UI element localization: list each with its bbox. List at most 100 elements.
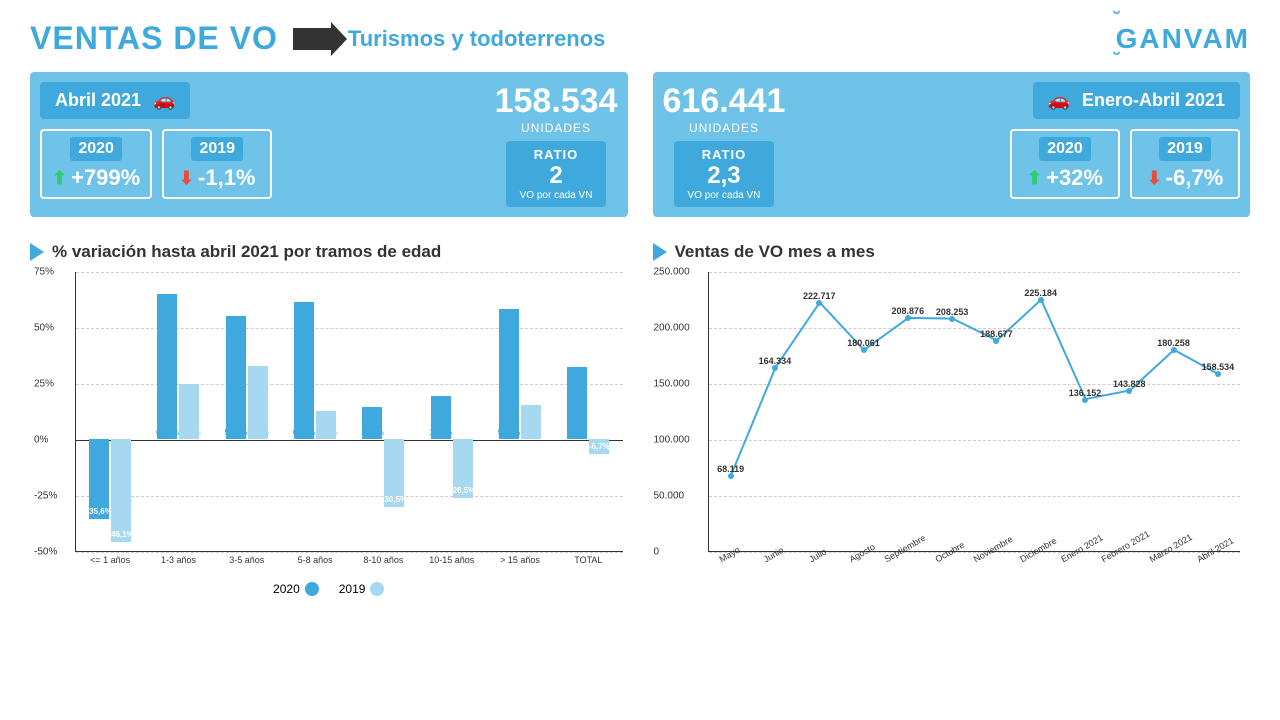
bar-value: -30,5% [382,495,407,504]
card-ytd: 616.441 UNIDADES RATIO 2,3 VO por cada V… [653,72,1251,217]
point-label: 225.184 [1024,288,1057,298]
year-label: 2020 [70,137,122,161]
bar-chart: % variación hasta abril 2021 por tramos … [30,242,628,596]
bar-group: 19,4% -26,5% [431,271,473,551]
y-tick: 0% [34,435,48,446]
ratio-box: RATIO 2 VO por cada VN [506,141,607,207]
bar-group: 14,2% -30,5% [362,271,404,551]
pct-value: ⬇-1,1% [174,165,260,191]
bar-value: 19,4% [429,428,452,437]
point-label: 222.717 [803,291,836,301]
page-subtitle: Turismos y todoterrenos [348,26,606,52]
bar-value: 58,1% [498,428,521,437]
arrow-right-icon [293,28,333,50]
y-tick: 100.000 [654,435,690,446]
ratio-sub: VO por cada VN [688,190,761,201]
year-box: 2020 ⬆+32% [1010,129,1120,199]
point-label: 180.061 [847,338,880,348]
period-label: Abril 2021 [55,90,141,111]
triangle-icon [653,243,667,261]
x-label: 5-8 años [298,555,333,565]
year-label: 2020 [1039,137,1091,161]
point-label: 180.258 [1157,338,1190,348]
bar-value: 64,7% [156,428,179,437]
bar-value: 54,8% [224,428,247,437]
ratio-label: RATIO [520,147,593,162]
ratio-box: RATIO 2,3 VO por cada VN [674,141,775,207]
y-tick: 75% [34,267,54,278]
bar-value: 32,4% [246,428,269,437]
legend-dot [305,582,319,596]
ratio-label: RATIO [688,147,761,162]
point-label: 208.253 [936,307,969,317]
year-label: 2019 [191,137,243,161]
line-chart: Ventas de VO mes a mes 0 50.000 100.000 150… [653,242,1251,596]
car-icon: 🚗 [153,90,175,111]
ratio-sub: VO por cada VN [520,190,593,201]
logo: GANVAM [1116,23,1250,55]
units-label: UNIDADES [495,121,618,135]
bar-value: 24,5% [178,428,201,437]
y-tick: 0 [654,547,660,558]
pct-value: ⬆+799% [52,165,140,191]
y-tick: 200.000 [654,323,690,334]
y-tick: 250.000 [654,267,690,278]
bar-value: 15% [523,428,539,437]
bar-value: 14,2% [361,428,384,437]
pct-value: ⬇-6,7% [1142,165,1228,191]
point-label: 136.152 [1069,388,1102,398]
bar-value: -46,1% [108,530,133,539]
x-label: 3-5 años [229,555,264,565]
point-label: 188.677 [980,329,1013,339]
year-box: 2019 ⬇-6,7% [1130,129,1240,199]
y-tick: 50% [34,323,54,334]
page-title: VENTAS DE VO [30,20,278,57]
year-box: 2019 ⬇-1,1% [162,129,272,199]
y-tick: 25% [34,379,54,390]
arrow-down-icon: ⬇ [179,168,194,189]
point-label: 158.534 [1202,362,1235,372]
x-label: TOTAL [574,555,602,565]
legend-dot [370,582,384,596]
bar-group: 32% -6,7% [567,271,609,551]
triangle-icon [30,243,44,261]
bar-value: -6,7% [589,442,610,451]
bar-group: -35,6% -46,1% [89,271,131,551]
header: VENTAS DE VO Turismos y todoterrenos GAN… [30,20,1250,57]
units-number: 616.441 [663,82,786,121]
ratio-value: 2 [520,162,593,190]
arrow-up-icon: ⬆ [1027,168,1042,189]
legend-item: 2020 [273,582,319,596]
card-april: Abril 2021 🚗 2020 ⬆+799% 2019 ⬇-1,1% 158.… [30,72,628,217]
units-label: UNIDADES [663,121,786,135]
bar-value: 61,1% [293,428,316,437]
chart-title: % variación hasta abril 2021 por tramos … [52,242,441,262]
point-label: 68.119 [717,464,744,474]
x-label: 10-15 años [429,555,474,565]
bar-value: 12,3% [315,428,338,437]
bar-group: 64,7%24,5% [157,271,199,551]
units-number: 158.534 [495,82,618,121]
x-label: <= 1 años [90,555,130,565]
arrow-down-icon: ⬇ [1147,168,1162,189]
line-path [709,272,1241,551]
ratio-value: 2,3 [688,162,761,190]
year-label: 2019 [1159,137,1211,161]
point-label: 143.828 [1113,379,1146,389]
bar-group: 61,1%12,3% [294,271,336,551]
x-label: > 15 años [500,555,540,565]
car-icon: 🚗 [1048,90,1070,111]
pct-value: ⬆+32% [1022,165,1108,191]
y-tick: 50.000 [654,491,685,502]
bar-value: -26,5% [450,486,475,495]
period-label: Enero-Abril 2021 [1082,90,1225,111]
bar-value: -35,6% [86,507,111,516]
point-label: 164.334 [759,356,792,366]
y-tick: -50% [34,547,57,558]
bar-group: 58,1%15% [499,271,541,551]
bar-value: 32% [569,428,585,437]
bar-group: 54,8%32,4% [226,271,268,551]
point-label: 208.876 [892,306,925,316]
chart-title: Ventas de VO mes a mes [675,242,875,262]
y-tick: 150.000 [654,379,690,390]
